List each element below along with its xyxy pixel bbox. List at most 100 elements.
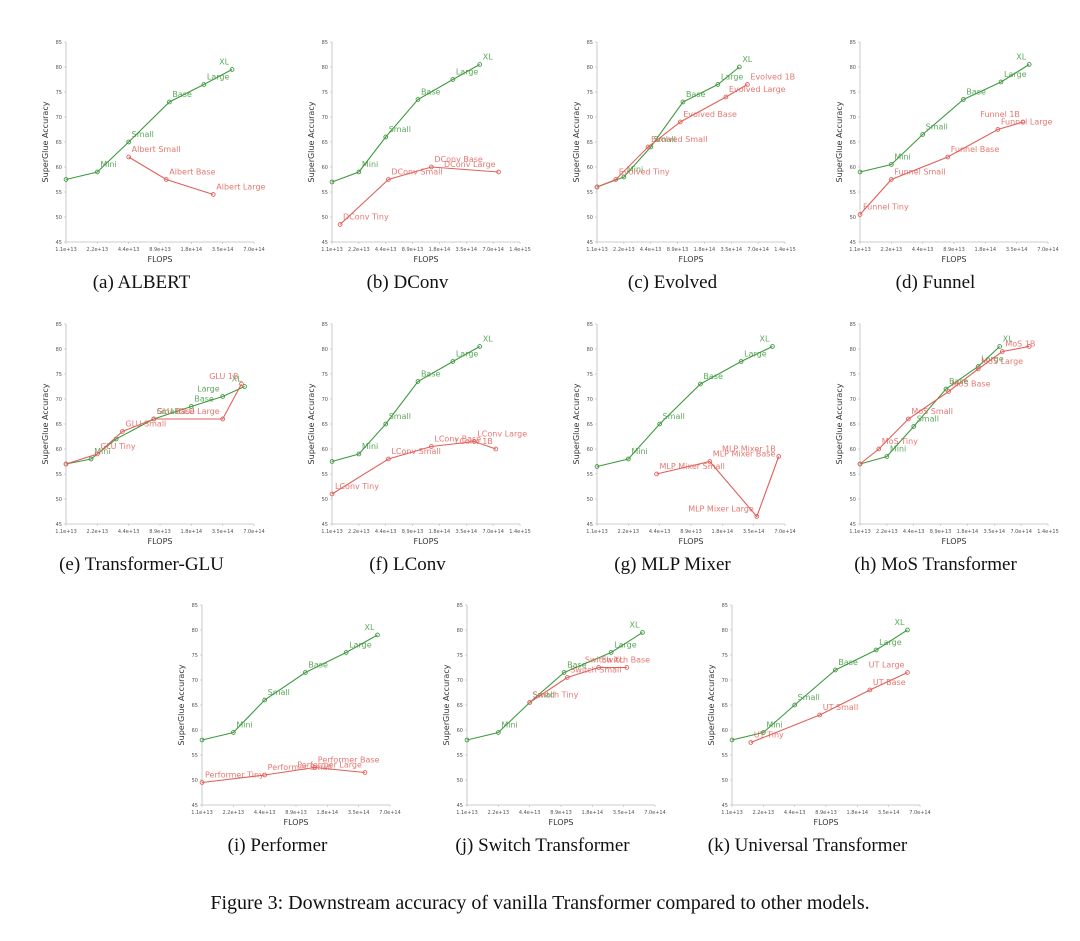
subfigure-caption: (e) Transformer-GLU — [59, 554, 224, 575]
comparison-series-line — [859, 345, 1030, 465]
y-tick-label: 55 — [850, 472, 856, 478]
baseline-point-label: Mini — [501, 721, 517, 730]
baseline-data-point — [608, 650, 614, 655]
baseline-series-line — [466, 632, 643, 741]
baseline-series-line — [65, 69, 233, 181]
y-tick-label: 70 — [850, 397, 856, 403]
y-tick-label: 85 — [587, 322, 593, 328]
y-axis-title: SuperGlue Accuracy — [835, 101, 844, 182]
baseline-data-point — [242, 384, 247, 389]
y-axis-title: SuperGlue Accuracy — [307, 383, 316, 464]
y-tick-label: 50 — [322, 215, 328, 221]
x-tick-label: 4.4e+13 — [118, 529, 140, 535]
baseline-point-label: Mini — [631, 447, 647, 456]
comparison-series-line — [339, 166, 499, 225]
subfigure-caption: (f) LConv — [369, 554, 446, 575]
comparison-point-label: UT Base — [873, 678, 906, 687]
x-axis-title: FLOPS — [679, 537, 704, 546]
y-tick-label: 65 — [722, 703, 728, 709]
baseline-data-point — [415, 379, 421, 384]
comparison-data-point — [199, 780, 205, 785]
comparison-series-line — [128, 156, 214, 196]
y-tick-label: 65 — [56, 140, 62, 146]
baseline-point-label: Small — [389, 412, 411, 421]
baseline-point-label: Large — [721, 73, 744, 82]
comparison-point-label: Switch Base — [602, 656, 651, 665]
baseline-point-label: Base — [308, 661, 328, 670]
comparison-point-label: GLU Tiny — [100, 442, 136, 451]
x-tick-label: 2.2e+13 — [223, 810, 245, 816]
comparison-data-point — [362, 770, 368, 775]
baseline-data-point — [88, 456, 94, 462]
comparison-data-point — [975, 366, 981, 372]
comparison-data-point — [776, 454, 782, 459]
baseline-point-label: XL — [760, 335, 770, 344]
x-tick-label: 4.4e+13 — [118, 247, 140, 253]
x-tick-label: 8.9e+13 — [285, 810, 307, 816]
chart-panel: 45 50 55 60 65 70 75 80 85 1.1e+13 2.2e+13 4.4e+13 8… — [415, 583, 670, 873]
y-tick-label: 45 — [850, 240, 856, 246]
chart-svg: 45 50 55 60 65 70 75 80 85 1.1e+13 2.2e+13 4.4e+13 8… — [835, 40, 1059, 264]
baseline-point-label: XL — [895, 618, 905, 627]
x-tick-label: 2.2e+13 — [881, 247, 903, 253]
baseline-data-point — [464, 737, 470, 743]
baseline-point-label: Large — [456, 68, 479, 77]
y-tick-label: 60 — [322, 447, 328, 453]
y-tick-label: 75 — [56, 90, 62, 96]
comparison-point-label: Evolved Tiny — [619, 168, 670, 177]
y-tick-label: 85 — [322, 40, 328, 46]
baseline-point-label: Base — [686, 90, 706, 99]
y-tick-label: 75 — [322, 372, 328, 378]
baseline-point-label: Mini — [100, 160, 116, 169]
x-tick-label: 3.5e+14 — [348, 810, 370, 816]
y-tick-label: 80 — [722, 628, 728, 634]
baseline-point-label: XL — [232, 375, 242, 384]
y-axis-title: SuperGlue Accuracy — [572, 101, 581, 182]
x-tick-label: 2.2e+13 — [876, 529, 898, 535]
x-tick-label: 7.0e+14 — [644, 810, 666, 816]
x-tick-label: 1.1e+13 — [55, 529, 77, 535]
baseline-data-point — [220, 394, 226, 399]
x-tick-label: 1.1e+13 — [55, 247, 77, 253]
x-tick-label: 1.8e+14 — [317, 810, 339, 816]
chart-panel: 45 50 55 60 65 70 75 80 85 1.1e+13 2.2e+13 4.4e+13 8… — [14, 20, 269, 310]
y-tick-label: 55 — [457, 753, 463, 759]
y-tick-label: 45 — [192, 803, 198, 809]
x-tick-label: 8.9e+13 — [680, 529, 702, 535]
y-tick-label: 55 — [192, 753, 198, 759]
x-tick-label: 1.8e+14 — [712, 529, 734, 535]
x-axis-title: FLOPS — [414, 255, 439, 264]
baseline-series-line — [201, 634, 378, 741]
comparison-data-point — [723, 94, 729, 100]
y-axis-title: SuperGlue Accuracy — [835, 383, 844, 464]
subfigure-caption: (i) Performer — [227, 835, 328, 856]
comparison-series-line — [331, 440, 497, 495]
x-tick-label: 7.0e+14 — [909, 810, 931, 816]
y-tick-label: 85 — [587, 40, 593, 46]
comparison-data-point — [496, 169, 501, 175]
comparison-data-point — [748, 740, 754, 745]
comparison-data-point — [946, 389, 951, 394]
x-tick-label: 3.5e+14 — [743, 529, 765, 535]
y-tick-label: 60 — [457, 728, 463, 734]
comparison-series-line — [596, 84, 748, 188]
x-tick-label: 3.5e+14 — [720, 247, 742, 253]
comparison-data-point — [163, 177, 169, 182]
baseline-data-point — [383, 421, 389, 427]
y-tick-label: 45 — [457, 803, 463, 809]
baseline-data-point — [657, 421, 663, 427]
x-tick-label: 1.8e+14 — [957, 529, 979, 535]
baseline-data-point — [997, 344, 1003, 349]
baseline-data-point — [680, 99, 686, 105]
comparison-point-label: MLP Mixer Base — [713, 450, 776, 459]
x-tick-label: 1.8e+14 — [582, 810, 604, 816]
baseline-data-point — [262, 697, 268, 703]
y-tick-label: 70 — [587, 397, 593, 403]
x-tick-label: 3.5e+14 — [983, 529, 1005, 535]
x-tick-label: 1.1e+13 — [849, 529, 871, 535]
y-tick-label: 55 — [322, 472, 328, 478]
comparison-data-point — [707, 459, 713, 464]
baseline-data-point — [450, 77, 456, 82]
x-tick-label: 1.4e+15 — [774, 247, 796, 253]
baseline-point-label: Mini — [894, 153, 910, 162]
